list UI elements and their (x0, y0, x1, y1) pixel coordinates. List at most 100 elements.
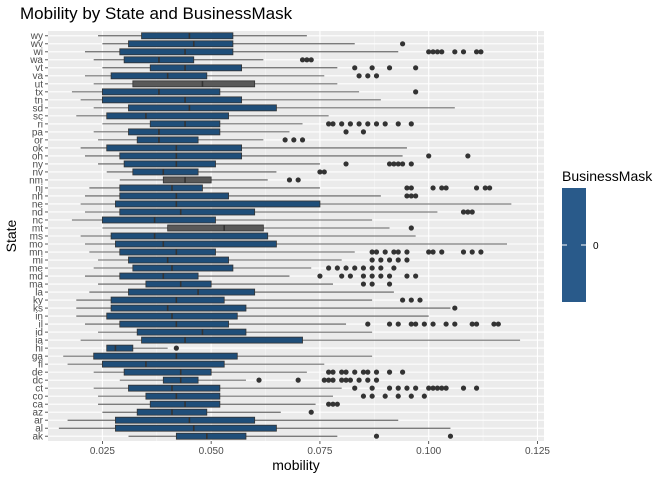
outlier-point (365, 377, 371, 383)
outlier-point (369, 249, 375, 255)
y-tick-label: il (39, 319, 43, 330)
legend-label: 0 (593, 241, 599, 252)
box-iqr (123, 368, 212, 376)
outlier-point (404, 385, 410, 391)
y-tick-label: mi (32, 255, 43, 266)
outlier-point (460, 385, 467, 391)
outlier-point (386, 257, 393, 263)
outlier-point (404, 193, 410, 199)
x-axis-title: mobility (272, 457, 319, 473)
y-tick-label: ky (33, 295, 43, 306)
box-ca (98, 400, 340, 408)
y-tick-label: la (35, 287, 43, 298)
outlier-point (408, 161, 414, 167)
outlier-point (495, 321, 501, 327)
outlier-point (347, 121, 353, 127)
outlier-point (317, 169, 323, 175)
outlier-point (404, 185, 410, 191)
box-wy (98, 32, 307, 40)
box-ky (76, 296, 423, 304)
outlier-point (299, 137, 306, 143)
outlier-point (391, 265, 397, 271)
outlier-point (452, 321, 458, 327)
y-tick-label: ny (32, 159, 43, 170)
outlier-point (360, 369, 367, 375)
outlier-point (326, 121, 332, 127)
y-tick-label: fl (38, 360, 43, 371)
outlier-point (404, 257, 410, 263)
outlier-point (373, 369, 380, 375)
y-axis-title: State (3, 219, 19, 252)
y-tick-label: hi (35, 344, 43, 355)
outlier-point (408, 185, 414, 191)
box-iqr (119, 48, 234, 56)
outlier-point (339, 273, 345, 279)
outlier-point (352, 369, 358, 375)
box-iqr (132, 168, 199, 176)
box-az (102, 408, 314, 416)
outlier-point (369, 281, 375, 287)
x-tick-label: 0.025 (90, 446, 115, 457)
outlier-point (391, 249, 397, 255)
outlier-point (365, 369, 371, 375)
box-iqr (162, 176, 212, 184)
y-tick-label: wa (29, 55, 43, 66)
box-ok (80, 144, 407, 152)
outlier-point (443, 321, 449, 327)
outlier-point (295, 177, 301, 183)
outlier-point (330, 369, 336, 375)
outlier-point (356, 73, 362, 79)
box-tn (80, 96, 381, 104)
box-oh (84, 152, 471, 160)
y-tick-label: ak (32, 432, 44, 443)
outlier-point (408, 393, 414, 399)
box-la (89, 288, 394, 296)
box-iqr (136, 328, 247, 336)
box-iqr (101, 360, 225, 368)
outlier-point (430, 249, 436, 255)
outlier-point (321, 169, 327, 175)
outlier-point (408, 321, 414, 327)
box-ak (128, 432, 454, 440)
outlier-point (439, 249, 445, 255)
outlier-point (395, 161, 401, 167)
outlier-point (478, 49, 484, 55)
box-iqr (128, 40, 234, 48)
outlier-point (473, 49, 480, 55)
outlier-point (308, 409, 314, 415)
box-iqr (123, 160, 216, 168)
box-il (84, 320, 501, 328)
outlier-point (330, 377, 336, 383)
outlier-point (347, 377, 353, 383)
y-tick-label: pa (32, 127, 44, 138)
box-mo (84, 240, 508, 248)
box-iqr (93, 352, 238, 360)
x-tick-label: 0.100 (416, 446, 441, 457)
y-tick-label: ga (32, 352, 44, 363)
box-iqr (101, 88, 221, 96)
y-tick-label: ms (30, 231, 43, 242)
x-tick-label: 0.050 (199, 446, 224, 457)
outlier-point (399, 297, 406, 303)
y-tick-label: co (32, 392, 43, 403)
box-iqr (128, 128, 221, 136)
outlier-point (447, 433, 454, 439)
outlier-point (487, 185, 493, 191)
box-tx (71, 88, 419, 96)
y-tick-label: ca (32, 400, 43, 411)
outlier-point (347, 273, 353, 279)
outlier-point (360, 393, 367, 399)
box-iqr (149, 64, 243, 72)
box-iqr (119, 152, 243, 160)
outlier-point (452, 305, 458, 311)
outlier-point (413, 321, 419, 327)
outlier-point (382, 393, 388, 399)
outlier-point (404, 249, 410, 255)
outlier-point (443, 185, 449, 191)
outlier-point (369, 65, 375, 71)
y-tick-label: va (32, 71, 43, 82)
outlier-point (369, 393, 375, 399)
box-iqr (110, 72, 208, 80)
outlier-point (413, 193, 419, 199)
outlier-point (395, 393, 401, 399)
